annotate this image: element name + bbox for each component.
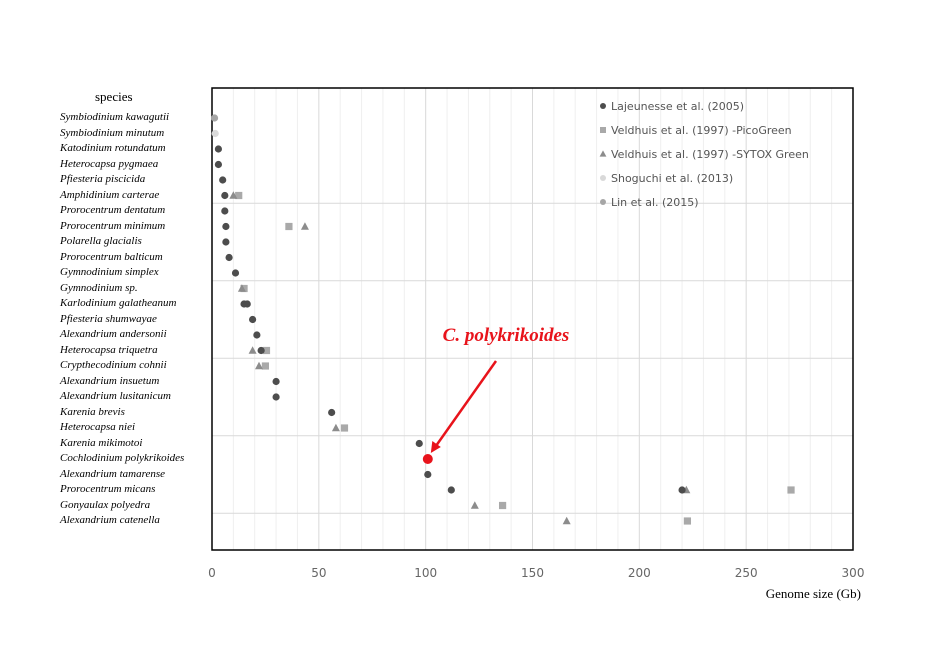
data-point: [262, 346, 271, 355]
legend-entry: Lin et al. (2015): [611, 196, 699, 209]
grid-lines: [212, 88, 853, 550]
data-point: [214, 145, 223, 153]
data-point: [285, 222, 293, 231]
data-point: [211, 129, 219, 138]
data-point: [248, 346, 257, 354]
legend: Lajeunesse et al. (2005) Veldhuis et al. …: [599, 100, 809, 209]
highlight-point: [422, 454, 433, 464]
data-point: [221, 207, 229, 215]
data-point: [235, 191, 243, 200]
data-point: [683, 517, 692, 525]
species-label: Prorocentrum dentatum: [60, 204, 166, 216]
legend-marker: [600, 175, 606, 181]
data-point: [272, 377, 280, 386]
species-label: Crypthecodinium cohnii: [60, 359, 167, 371]
x-tick-label: 150: [521, 566, 544, 580]
species-label: Karenia mikimotoi: [60, 436, 143, 449]
x-axis-ticks: 0 50 100 150 200 250 300: [208, 566, 864, 580]
x-tick-label: 100: [414, 566, 437, 580]
legend-marker: [599, 150, 607, 157]
species-label: Karlodinium galatheanum: [60, 297, 177, 309]
highlight-annotation: C. polykrikoides: [422, 325, 570, 464]
annotation-arrow-head: [430, 441, 441, 453]
data-point: [331, 423, 340, 432]
data-point: [222, 222, 230, 231]
species-label: Polarella glacialis: [60, 235, 142, 247]
data-point: [470, 501, 479, 509]
data-point: [237, 284, 246, 292]
data-point: [225, 253, 233, 262]
species-label: Gymnodinium sp.: [60, 281, 138, 294]
data-point: [787, 486, 795, 494]
species-label: Alexandrium tamarense: [60, 467, 165, 480]
data-point: [498, 501, 507, 510]
data-point: [328, 408, 336, 417]
species-label: Amphidinium carterae: [60, 188, 160, 201]
data-point: [678, 486, 686, 494]
species-label: Cochlodinium polykrikoides: [60, 452, 185, 464]
species-label: Alexandrium lusitanicum: [60, 390, 171, 402]
species-label: Karenia brevis: [60, 405, 125, 418]
data-points: [210, 114, 795, 525]
legend-marker: [600, 199, 606, 205]
species-label: Heterocapsa triquetra: [60, 343, 158, 356]
x-tick-label: 200: [628, 566, 651, 580]
species-label: Katodinium rotundatum: [60, 142, 166, 154]
species-label: Gonyaulax polyedra: [60, 498, 151, 511]
species-label: Pfiesteria piscicida: [60, 173, 146, 185]
species-label: Pfiesteria shumwayae: [60, 312, 157, 325]
data-point: [219, 176, 227, 184]
species-label: Symbiodinium kawagutii: [60, 111, 170, 123]
plot-frame: [211, 87, 854, 551]
data-point: [253, 331, 261, 339]
species-label: Prorocentrum balticum: [60, 250, 163, 263]
species-label: Symbiodinium minutum: [60, 126, 165, 139]
data-point: [210, 114, 219, 122]
data-point: [447, 486, 455, 494]
x-tick-label: 0: [208, 566, 216, 580]
x-tick-label: 300: [842, 566, 865, 580]
species-label: Alexandrium andersonii: [60, 328, 167, 340]
x-tick-label: 50: [311, 566, 326, 580]
data-point: [229, 191, 238, 199]
data-point: [424, 470, 432, 479]
species-label: Prorocentrum minimum: [60, 219, 166, 232]
data-point: [221, 191, 229, 200]
data-point: [255, 361, 264, 370]
data-point: [257, 346, 265, 355]
legend-marker: [600, 103, 606, 109]
species-header: species: [95, 89, 133, 104]
species-label: Alexandrium insuetum: [60, 374, 160, 387]
data-point: [231, 269, 240, 277]
highlight-label: C. polykrikoides: [443, 325, 570, 346]
species-label: Gymnodinium simplex: [60, 266, 159, 278]
data-point: [261, 362, 270, 370]
data-point: [415, 439, 423, 448]
legend-entry: Lajeunesse et al. (2005): [611, 100, 744, 113]
data-point: [248, 315, 257, 324]
data-point: [300, 222, 309, 230]
legend-entry: Veldhuis et al. (1997) -PicoGreen: [611, 124, 792, 137]
x-tick-label: 250: [735, 566, 758, 580]
legend-entry: Shoguchi et al. (2013): [611, 172, 733, 185]
data-point: [243, 300, 251, 308]
legend-entry: Veldhuis et al. (1997) -SYTOX Green: [611, 148, 809, 161]
legend-marker: [600, 127, 606, 133]
species-label: Prorocentrum micans: [60, 483, 156, 495]
data-point: [340, 424, 349, 432]
species-label: Alexandrium catenella: [60, 514, 160, 526]
annotation-arrow-shaft: [432, 360, 498, 450]
species-label: Heterocapsa niei: [60, 421, 136, 433]
data-point: [222, 238, 230, 246]
data-point: [562, 516, 571, 525]
species-label: Heterocapsa pygmaea: [60, 157, 159, 170]
data-point: [272, 393, 280, 401]
x-axis-label: Genome size (Gb): [765, 586, 861, 601]
data-point: [214, 160, 223, 169]
